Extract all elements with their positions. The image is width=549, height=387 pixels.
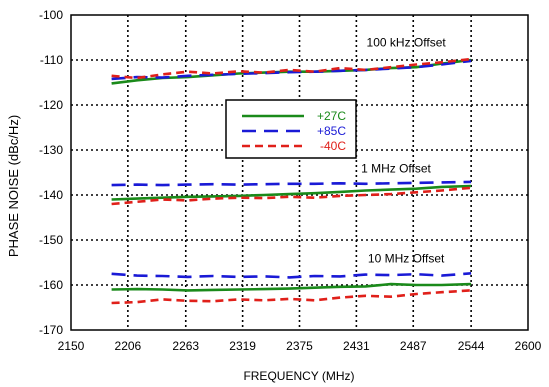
y-tick-label: -140 <box>39 188 63 202</box>
x-tick-label: 2375 <box>286 339 313 353</box>
series-line-40C <box>111 57 472 80</box>
y-tick-label: -170 <box>39 323 63 337</box>
y-axis-label: PHASE NOISE (dBc/Hz) <box>6 115 21 257</box>
offset-annotation: 1 MHz Offset <box>361 162 431 176</box>
x-tick-label: 2487 <box>400 339 427 353</box>
y-tick-label: -130 <box>39 143 63 157</box>
series-line-27C <box>111 282 472 292</box>
legend-label: -40C <box>320 139 346 153</box>
offset-annotation: 100 kHz Offset <box>367 36 447 50</box>
series-line-40C <box>111 289 472 305</box>
series-line-85C <box>111 59 472 81</box>
y-tick-label: -160 <box>39 278 63 292</box>
series-lines <box>111 57 472 305</box>
y-tick-label: -110 <box>40 53 63 67</box>
x-tick-label: 2206 <box>115 339 142 353</box>
series-line-85C <box>111 272 472 279</box>
series-line-85C <box>111 180 472 187</box>
x-tick-label: 2150 <box>58 339 85 353</box>
series-line-27C <box>111 184 472 201</box>
series-line-40C <box>111 186 472 206</box>
plot-frame <box>70 14 529 331</box>
y-tick-labels: -170 -160 -150 -140 -130 -120 -110 -100 <box>39 8 63 337</box>
y-tick-label: -150 <box>39 233 63 247</box>
y-tick-label: -100 <box>39 8 63 22</box>
x-tick-label: 2319 <box>229 339 256 353</box>
y-tick-label: -120 <box>39 98 63 112</box>
x-tick-label: 2431 <box>343 339 370 353</box>
x-tick-labels: 2150 2206 2263 2319 2375 2431 2487 2544 2600 <box>58 339 542 353</box>
x-axis-label: FREQUENCY (MHz) <box>243 369 354 383</box>
legend-label: +27C <box>317 109 346 123</box>
offset-annotations: 100 kHz Offset 1 MHz Offset 10 MHz Offset <box>361 36 446 266</box>
offset-annotation: 10 MHz Offset <box>368 252 445 266</box>
legend: +27C+85C-40C <box>225 99 357 159</box>
x-tick-label: 2263 <box>172 339 199 353</box>
x-tick-label: 2600 <box>515 339 542 353</box>
legend-box <box>225 99 357 159</box>
x-tick-label: 2544 <box>458 339 485 353</box>
legend-label: +85C <box>317 124 346 138</box>
